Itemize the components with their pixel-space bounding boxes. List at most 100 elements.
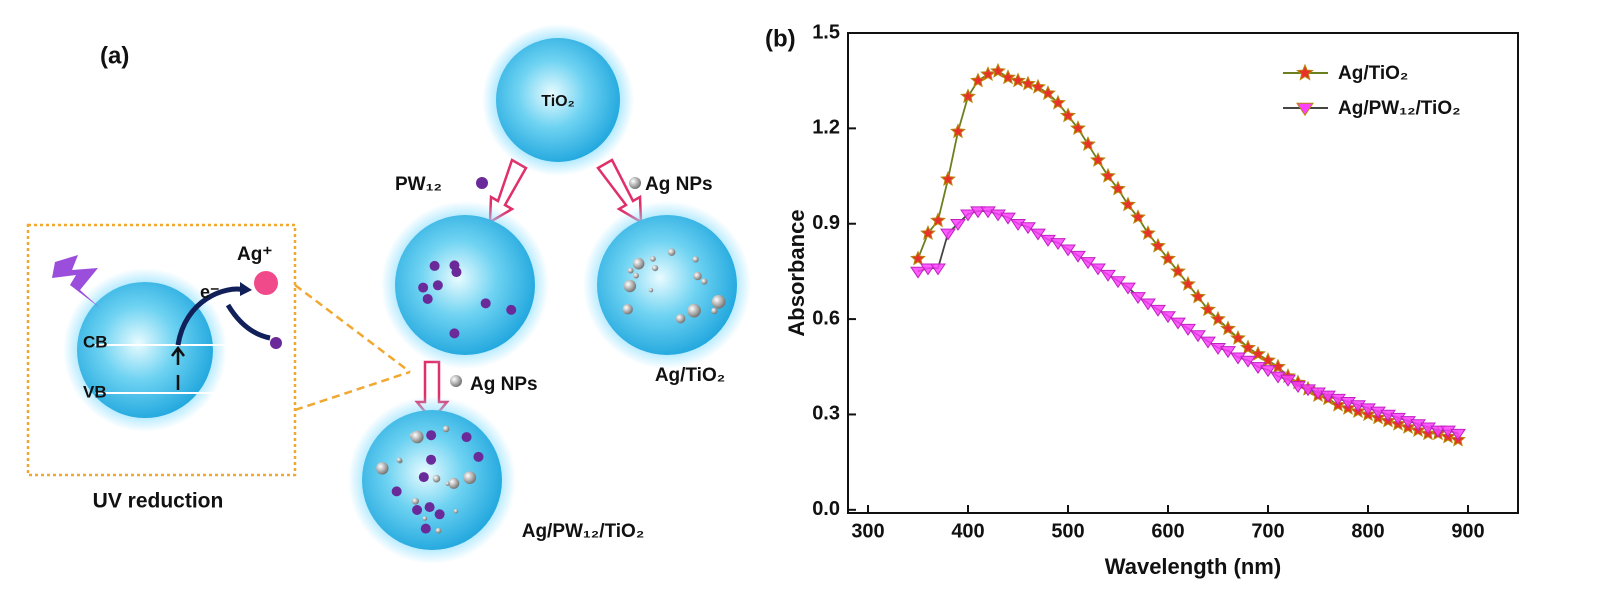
ag-particle: [711, 294, 726, 309]
band-label: VB: [83, 382, 107, 401]
legend-label: Ag/TiO₂: [1338, 63, 1408, 84]
data-marker: [1010, 219, 1026, 231]
data-marker: [1020, 222, 1036, 235]
ag-particle: [701, 278, 708, 285]
sphere-label: TiO₂: [541, 93, 574, 110]
data-marker: [1320, 390, 1336, 403]
panel-label: (a): [100, 42, 129, 69]
pw12-particle: [461, 432, 472, 443]
pw12-particle: [424, 502, 435, 513]
data-marker: [1130, 292, 1146, 305]
ag-particle: [633, 272, 639, 279]
uv-bolt: [52, 255, 100, 308]
data-marker: [1200, 336, 1216, 349]
data-marker: [960, 88, 976, 104]
data-marker: [1440, 425, 1456, 438]
data-marker: [1270, 371, 1286, 384]
ag-product: [270, 337, 282, 349]
pw12-particle: [449, 328, 460, 339]
electron-label: e⁻: [200, 282, 220, 302]
ag-particle: [422, 516, 428, 521]
y-axis-label: Absorbance: [784, 209, 809, 336]
data-marker: [970, 206, 986, 219]
data-marker: [960, 209, 976, 222]
ion-label: Ag⁺: [237, 244, 272, 265]
data-marker: [1070, 120, 1086, 136]
ag-particle: [448, 477, 460, 489]
legend-marker: [1296, 102, 1314, 117]
ag-particle: [396, 457, 402, 463]
ag-particle: [432, 474, 441, 483]
ag-particle: [711, 307, 718, 315]
pw12-particle: [412, 504, 423, 515]
data-marker: [1260, 365, 1276, 378]
x-axis-label: Wavelength (nm): [1105, 554, 1281, 579]
data-marker: [1150, 237, 1166, 253]
y-tick-label: 0.9: [812, 212, 840, 234]
y-tick-label: 0.3: [812, 403, 840, 425]
pw12-particle: [506, 304, 517, 315]
series-line: [917, 70, 1459, 441]
data-marker: [1390, 412, 1406, 425]
data-marker: [1430, 425, 1446, 438]
inset-caption: UV reduction: [93, 490, 224, 513]
legend-label: Ag/PW₁₂/TiO₂: [1338, 98, 1461, 119]
data-marker: [1090, 151, 1106, 167]
data-marker: [1110, 180, 1126, 196]
excitation-arrow: [171, 345, 185, 390]
ag-particle: [693, 271, 702, 281]
ag-particle: [687, 303, 701, 318]
data-marker: [950, 219, 966, 231]
data-marker: [910, 266, 926, 279]
sphere: [597, 215, 737, 355]
data-marker: [920, 263, 936, 276]
ag-icon: [450, 375, 462, 387]
y-tick-label: 0.0: [812, 498, 840, 520]
sphere: [362, 410, 502, 550]
data-marker: [1120, 282, 1136, 295]
data-marker: [1290, 381, 1306, 394]
pw12-particle: [391, 486, 402, 497]
data-marker: [1040, 234, 1056, 247]
data-marker: [1140, 298, 1156, 311]
ag-particle: [650, 256, 656, 262]
chart: (b) Wavelength (nm) Absorbance 300 400 500 600…: [765, 21, 1519, 579]
ag-particle: [627, 267, 634, 274]
pw12-particle: [432, 280, 443, 291]
data-marker: [1070, 250, 1086, 263]
zoom-line: [294, 284, 411, 373]
series-line: [917, 210, 1459, 435]
electron-arrow-head: [240, 282, 252, 296]
data-marker: [1450, 428, 1466, 441]
data-marker: [1100, 167, 1116, 183]
data-marker: [1090, 263, 1106, 276]
ag-particle: [622, 304, 633, 315]
reagent-label: Ag NPs: [470, 374, 538, 395]
data-marker: [1150, 304, 1166, 317]
band-label: CB: [83, 332, 108, 351]
data-marker: [1130, 209, 1146, 225]
data-marker: [1210, 343, 1226, 355]
x-tick-label: 300: [851, 520, 884, 542]
data-marker: [1420, 422, 1436, 435]
data-marker: [1230, 329, 1246, 345]
data-marker: [1380, 409, 1396, 422]
legend-marker: [1296, 63, 1314, 81]
data-marker: [990, 62, 1006, 78]
data-marker: [980, 206, 996, 219]
ag-particle: [453, 508, 459, 514]
data-marker: [1000, 69, 1016, 85]
data-marker: [1250, 362, 1266, 374]
data-marker: [1350, 400, 1366, 413]
plot-frame: [847, 32, 1519, 514]
sphere: [496, 38, 620, 162]
data-marker: [910, 250, 926, 266]
ag-particle: [648, 287, 654, 293]
data-marker: [1340, 397, 1356, 409]
data-marker: [1140, 225, 1156, 240]
zoom-line: [294, 370, 411, 412]
ag-particle: [445, 481, 450, 486]
pw12-particle: [480, 298, 491, 309]
data-marker: [920, 225, 936, 240]
pw12-particle: [449, 260, 460, 271]
